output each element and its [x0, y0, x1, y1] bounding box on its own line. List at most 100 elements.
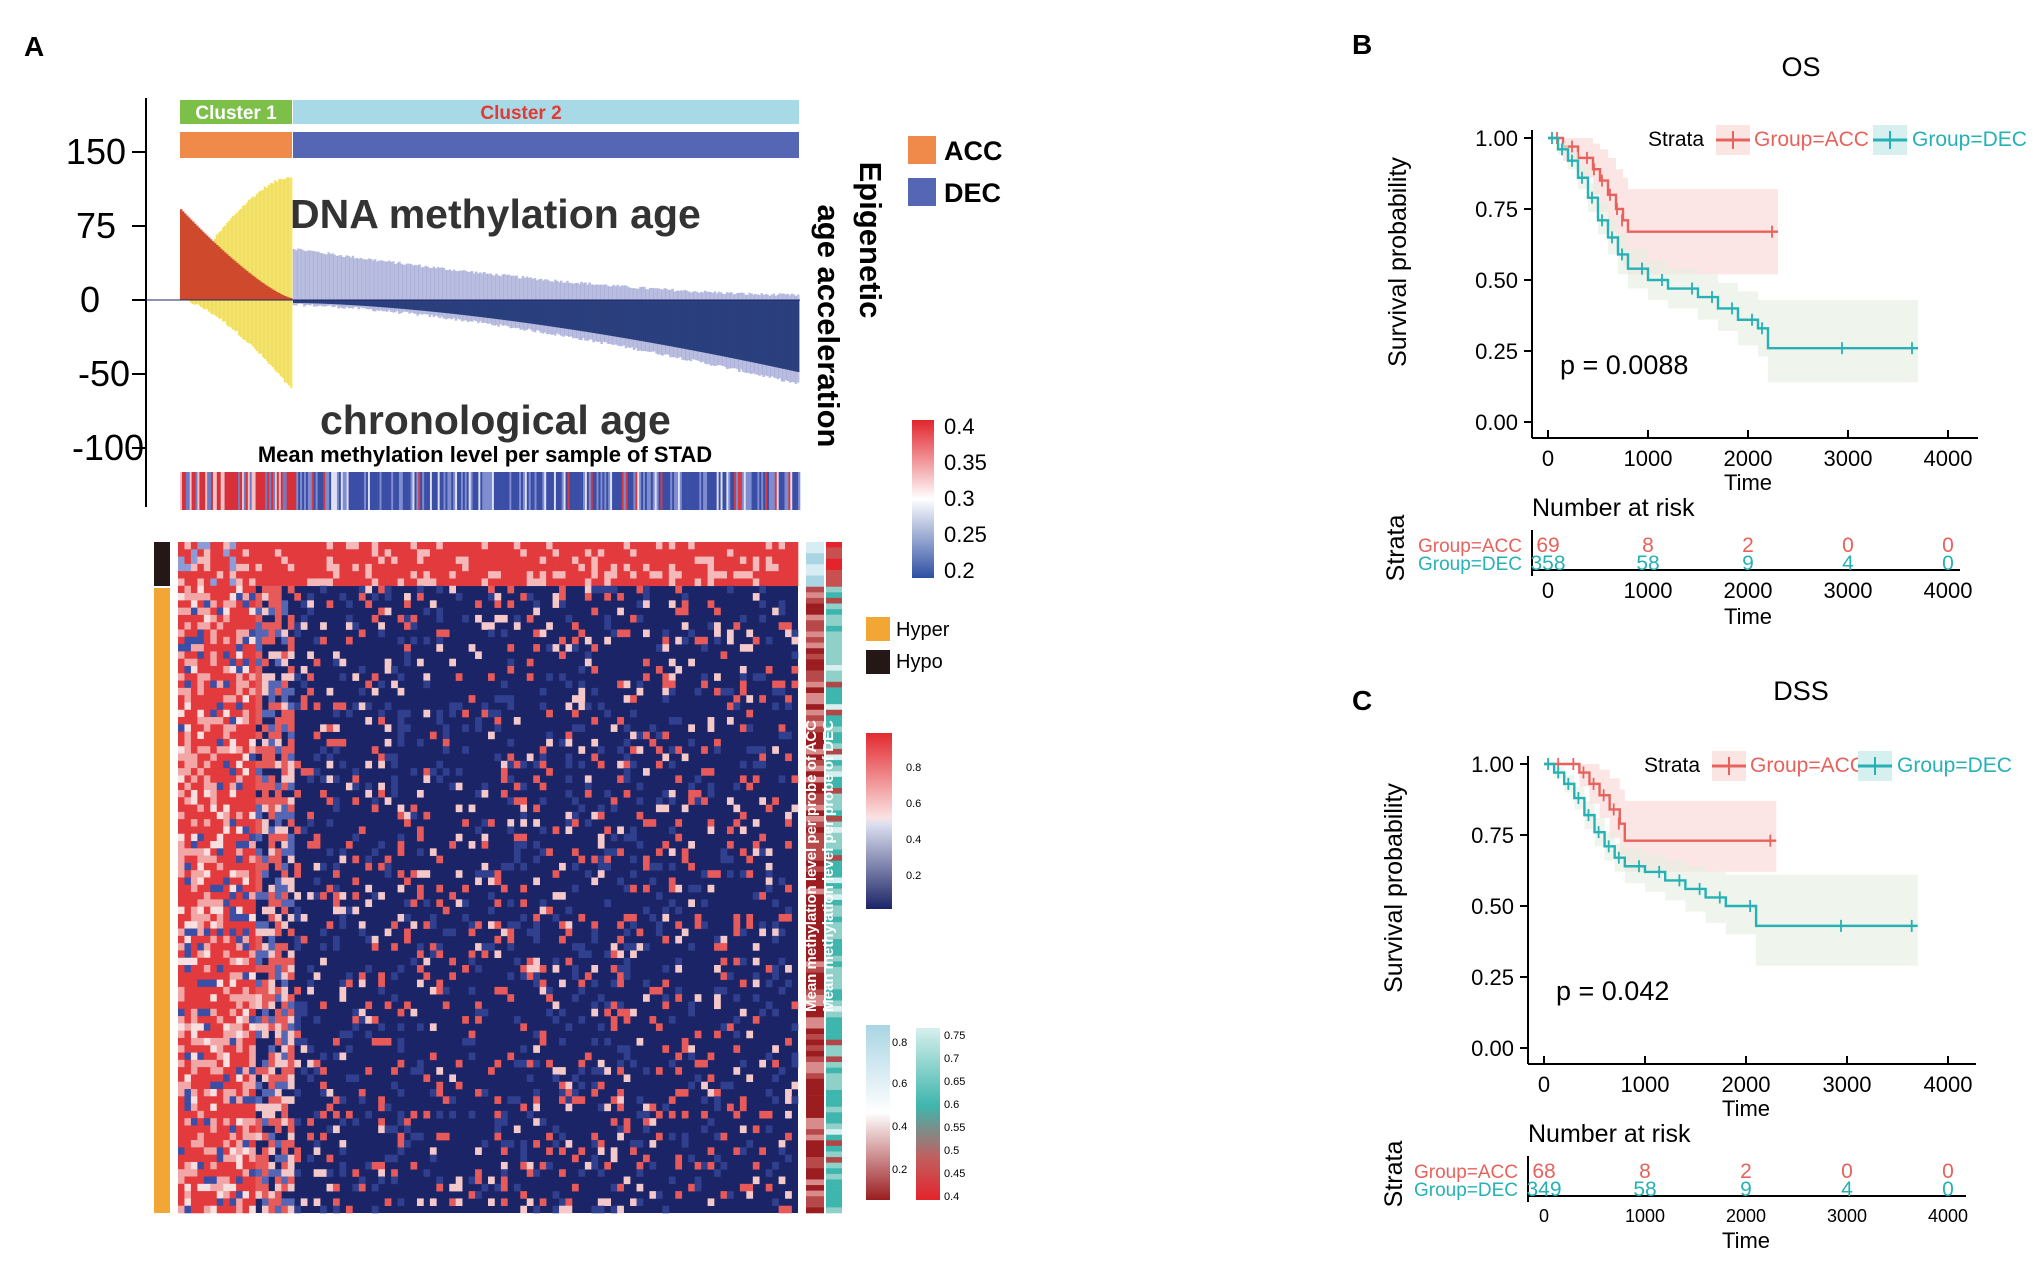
heatmap-cell: [242, 768, 250, 776]
heatmap-cell: [571, 1089, 579, 1097]
dec-acceleration-bar: [724, 300, 727, 357]
heatmap-cell: [294, 1059, 302, 1068]
heatmap-cell: [203, 717, 211, 725]
dna-age-bar: [333, 254, 336, 300]
heatmap-cell: [507, 972, 515, 980]
mean-methylation-cell: [625, 472, 628, 510]
heatmap-cell: [274, 760, 282, 769]
heatmap-cell: [255, 673, 263, 681]
dna-age-bar: [501, 274, 504, 300]
heatmap-cell: [610, 542, 618, 550]
heatmap-cell: [261, 979, 269, 988]
heatmap-cell: [604, 542, 612, 550]
mean-methylation-cell: [757, 472, 760, 510]
heatmap-cell: [500, 862, 508, 871]
heatmap-cell: [216, 644, 224, 652]
dna-age-bar: [616, 284, 620, 300]
heatmap-cell: [384, 658, 392, 667]
heatmap-cell: [785, 906, 792, 915]
dna-age-bar: [416, 265, 419, 300]
heatmap-cell: [242, 585, 250, 594]
heatmap-cell: [772, 972, 779, 980]
heatmap-cell: [410, 636, 418, 645]
dec-acceleration-bar: [375, 300, 379, 307]
heatmap-cell: [565, 556, 573, 565]
dna-age-bar: [477, 273, 480, 300]
chronological-age-bar: [248, 300, 251, 344]
heatmap-cell: [255, 1161, 263, 1170]
heatmap-cell: [617, 1096, 624, 1104]
heatmap-cell: [229, 1067, 237, 1075]
probe-acc-cell: [806, 771, 824, 778]
mean-methylation-cell: [637, 472, 640, 510]
heatmap-cell: [636, 687, 644, 696]
heatmap-cell: [281, 680, 289, 689]
heatmap-cell: [236, 746, 243, 754]
heatmap-cell: [178, 665, 185, 674]
heatmap-cell: [236, 1205, 243, 1214]
heatmap-cell: [274, 629, 282, 638]
heatmap-cell: [578, 702, 586, 711]
heatmap-cell: [520, 549, 528, 557]
heatmap-cell: [190, 1030, 198, 1039]
heatmap-cell: [229, 789, 237, 798]
heatmap-cell: [423, 571, 431, 579]
mean-methylation-cell: [319, 472, 322, 510]
heatmap-cell: [494, 717, 502, 725]
mean-methylation-cell: [389, 472, 392, 510]
heatmap-cell: [268, 673, 276, 681]
heatmap-cell: [249, 994, 256, 1002]
heatmap-cell: [255, 702, 263, 711]
heatmap-cell: [475, 1169, 482, 1177]
heatmap-cell: [203, 1140, 211, 1148]
mean-methylation-cell: [769, 472, 772, 510]
heatmap-cell: [681, 1140, 689, 1148]
heatmap-cell: [249, 629, 256, 638]
mean-methylation-cell: [375, 472, 378, 510]
heatmap-cell: [339, 1169, 347, 1177]
dna-age-bar: [430, 268, 434, 300]
heatmap-cell: [623, 789, 631, 798]
heatmap-cell: [630, 913, 637, 922]
heatmap-cell: [229, 542, 237, 550]
heatmap-cell: [352, 542, 360, 550]
heatmap-cell: [249, 760, 256, 769]
heatmap-cell: [378, 563, 385, 572]
heatmap-cell: [294, 760, 302, 769]
mean-methylation-cell: [377, 472, 380, 510]
heatmap-cell: [604, 826, 612, 835]
heatmap-cell: [455, 702, 463, 711]
heatmap-cell: [733, 563, 741, 572]
heatmap-cell: [436, 899, 444, 907]
heatmap-cell: [694, 884, 702, 893]
dna-age-bar: [641, 286, 644, 300]
heatmap-cell: [494, 614, 502, 623]
heatmap-cell: [197, 1125, 205, 1134]
heatmap-cell: [261, 1059, 269, 1068]
heatmap-cell: [216, 994, 224, 1002]
heatmap-cell: [733, 1067, 741, 1075]
heatmap-cell: [197, 1132, 205, 1141]
heatmap-cell: [565, 928, 573, 937]
mean-methylation-cell: [271, 472, 274, 510]
heatmap-cell: [178, 1118, 185, 1126]
heatmap-cell: [378, 979, 385, 988]
heatmap-cell: [223, 746, 230, 754]
heatmap-cell: [287, 665, 295, 674]
heatmap-cell: [190, 1052, 198, 1061]
heatmap-cell: [597, 549, 605, 557]
heatmap-cell: [778, 724, 786, 732]
heatmap-cell: [281, 921, 289, 929]
dec-acceleration-bar: [780, 300, 784, 369]
heatmap-cell: [216, 687, 224, 696]
heatmap-cell: [223, 556, 230, 565]
heatmap-cell: [533, 600, 540, 608]
heatmap-cell: [281, 797, 289, 805]
heatmap-cell: [391, 542, 398, 550]
heatmap-cell: [410, 870, 418, 878]
heatmap-cell: [178, 709, 185, 718]
heatmap-cell: [752, 593, 760, 601]
heatmap-cell: [184, 1103, 192, 1112]
heatmap-cell: [597, 571, 605, 579]
dna-age-bar: [297, 248, 300, 300]
